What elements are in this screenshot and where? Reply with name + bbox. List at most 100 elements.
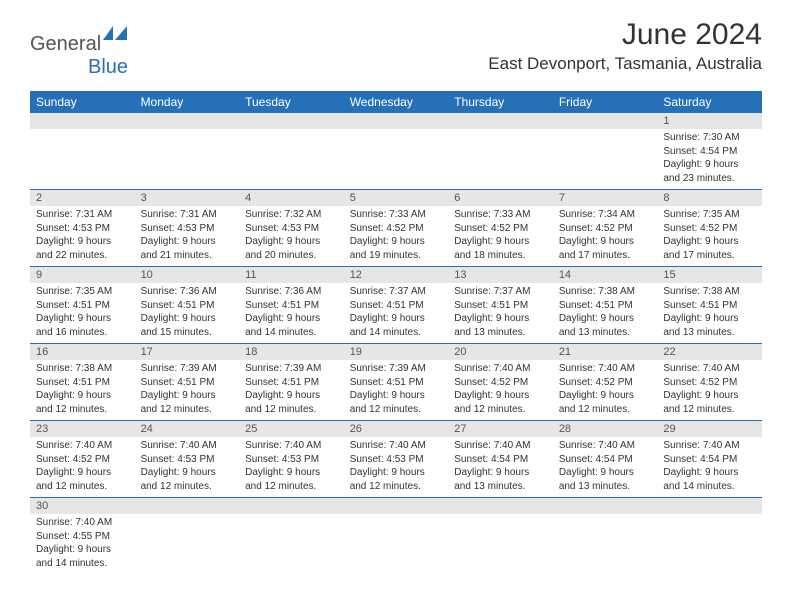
calendar: SundayMondayTuesdayWednesdayThursdayFrid… [30, 91, 762, 574]
sunset-line: Sunset: 4:54 PM [663, 453, 756, 467]
day-cell: 9Sunrise: 7:35 AMSunset: 4:51 PMDaylight… [30, 267, 135, 344]
day-number: 23 [30, 421, 135, 437]
daylight-line: Daylight: 9 hours and 12 minutes. [141, 466, 234, 493]
sunset-line: Sunset: 4:52 PM [454, 222, 547, 236]
daylight-line: Daylight: 9 hours and 13 minutes. [454, 312, 547, 339]
sunrise-line: Sunrise: 7:40 AM [559, 439, 652, 453]
sunrise-line: Sunrise: 7:33 AM [454, 208, 547, 222]
day-number: 27 [448, 421, 553, 437]
sunset-line: Sunset: 4:53 PM [141, 453, 234, 467]
sunset-line: Sunset: 4:53 PM [36, 222, 129, 236]
daynum-bar [30, 113, 135, 129]
daynum-bar [135, 498, 240, 514]
day-header: Sunday [30, 91, 135, 113]
day-cell: 11Sunrise: 7:36 AMSunset: 4:51 PMDayligh… [239, 267, 344, 344]
calendar-row: 30Sunrise: 7:40 AMSunset: 4:55 PMDayligh… [30, 498, 762, 575]
sunset-line: Sunset: 4:51 PM [141, 299, 234, 313]
daylight-line: Daylight: 9 hours and 22 minutes. [36, 235, 129, 262]
empty-cell [448, 498, 553, 575]
header: General Blue June 2024 East Devonport, T… [30, 18, 762, 79]
daylight-line: Daylight: 9 hours and 21 minutes. [141, 235, 234, 262]
sunrise-line: Sunrise: 7:40 AM [454, 439, 547, 453]
day-cell: 15Sunrise: 7:38 AMSunset: 4:51 PMDayligh… [657, 267, 762, 344]
day-number: 9 [30, 267, 135, 283]
day-cell: 16Sunrise: 7:38 AMSunset: 4:51 PMDayligh… [30, 344, 135, 421]
daylight-line: Daylight: 9 hours and 12 minutes. [36, 466, 129, 493]
day-cell: 18Sunrise: 7:39 AMSunset: 4:51 PMDayligh… [239, 344, 344, 421]
sunrise-line: Sunrise: 7:31 AM [36, 208, 129, 222]
day-number: 15 [657, 267, 762, 283]
day-content: Sunrise: 7:40 AMSunset: 4:52 PMDaylight:… [448, 360, 553, 420]
day-content: Sunrise: 7:40 AMSunset: 4:53 PMDaylight:… [135, 437, 240, 497]
empty-cell [30, 113, 135, 190]
sunrise-line: Sunrise: 7:30 AM [663, 131, 756, 145]
daynum-bar [553, 498, 658, 514]
sunset-line: Sunset: 4:51 PM [350, 376, 443, 390]
sunrise-line: Sunrise: 7:39 AM [141, 362, 234, 376]
day-number: 4 [239, 190, 344, 206]
day-cell: 19Sunrise: 7:39 AMSunset: 4:51 PMDayligh… [344, 344, 449, 421]
day-cell: 3Sunrise: 7:31 AMSunset: 4:53 PMDaylight… [135, 190, 240, 267]
day-number: 17 [135, 344, 240, 360]
daylight-line: Daylight: 9 hours and 18 minutes. [454, 235, 547, 262]
day-content: Sunrise: 7:35 AMSunset: 4:51 PMDaylight:… [30, 283, 135, 343]
sunset-line: Sunset: 4:51 PM [559, 299, 652, 313]
day-content: Sunrise: 7:30 AMSunset: 4:54 PMDaylight:… [657, 129, 762, 189]
empty-cell [135, 498, 240, 575]
sunset-line: Sunset: 4:51 PM [245, 299, 338, 313]
sunset-line: Sunset: 4:55 PM [36, 530, 129, 544]
sunset-line: Sunset: 4:51 PM [454, 299, 547, 313]
daylight-line: Daylight: 9 hours and 14 minutes. [36, 543, 129, 570]
day-number: 16 [30, 344, 135, 360]
empty-cell [344, 113, 449, 190]
day-number: 6 [448, 190, 553, 206]
day-cell: 20Sunrise: 7:40 AMSunset: 4:52 PMDayligh… [448, 344, 553, 421]
daynum-bar [239, 498, 344, 514]
day-content: Sunrise: 7:40 AMSunset: 4:52 PMDaylight:… [553, 360, 658, 420]
daylight-line: Daylight: 9 hours and 13 minutes. [663, 312, 756, 339]
day-number: 11 [239, 267, 344, 283]
day-cell: 17Sunrise: 7:39 AMSunset: 4:51 PMDayligh… [135, 344, 240, 421]
day-number: 8 [657, 190, 762, 206]
day-number: 13 [448, 267, 553, 283]
daylight-line: Daylight: 9 hours and 20 minutes. [245, 235, 338, 262]
sunrise-line: Sunrise: 7:33 AM [350, 208, 443, 222]
sunset-line: Sunset: 4:52 PM [559, 222, 652, 236]
location: East Devonport, Tasmania, Australia [488, 54, 762, 74]
day-content: Sunrise: 7:40 AMSunset: 4:53 PMDaylight:… [344, 437, 449, 497]
day-cell: 22Sunrise: 7:40 AMSunset: 4:52 PMDayligh… [657, 344, 762, 421]
daynum-bar [344, 498, 449, 514]
sunrise-line: Sunrise: 7:37 AM [350, 285, 443, 299]
day-content: Sunrise: 7:32 AMSunset: 4:53 PMDaylight:… [239, 206, 344, 266]
sunrise-line: Sunrise: 7:38 AM [36, 362, 129, 376]
day-cell: 5Sunrise: 7:33 AMSunset: 4:52 PMDaylight… [344, 190, 449, 267]
empty-cell [553, 113, 658, 190]
day-cell: 12Sunrise: 7:37 AMSunset: 4:51 PMDayligh… [344, 267, 449, 344]
sunrise-line: Sunrise: 7:37 AM [454, 285, 547, 299]
sunrise-line: Sunrise: 7:40 AM [663, 362, 756, 376]
day-number: 22 [657, 344, 762, 360]
day-content: Sunrise: 7:33 AMSunset: 4:52 PMDaylight:… [448, 206, 553, 266]
sunrise-line: Sunrise: 7:40 AM [454, 362, 547, 376]
day-cell: 23Sunrise: 7:40 AMSunset: 4:52 PMDayligh… [30, 421, 135, 498]
day-header: Saturday [657, 91, 762, 113]
day-cell: 28Sunrise: 7:40 AMSunset: 4:54 PMDayligh… [553, 421, 658, 498]
day-number: 12 [344, 267, 449, 283]
sunset-line: Sunset: 4:52 PM [663, 376, 756, 390]
sunset-line: Sunset: 4:51 PM [141, 376, 234, 390]
day-cell: 25Sunrise: 7:40 AMSunset: 4:53 PMDayligh… [239, 421, 344, 498]
empty-cell [239, 498, 344, 575]
sunset-line: Sunset: 4:52 PM [663, 222, 756, 236]
day-content: Sunrise: 7:40 AMSunset: 4:53 PMDaylight:… [239, 437, 344, 497]
daynum-bar [448, 498, 553, 514]
sunrise-line: Sunrise: 7:32 AM [245, 208, 338, 222]
calendar-row: 16Sunrise: 7:38 AMSunset: 4:51 PMDayligh… [30, 344, 762, 421]
day-number: 26 [344, 421, 449, 437]
empty-cell [657, 498, 762, 575]
daylight-line: Daylight: 9 hours and 14 minutes. [245, 312, 338, 339]
sunrise-line: Sunrise: 7:40 AM [245, 439, 338, 453]
day-content: Sunrise: 7:37 AMSunset: 4:51 PMDaylight:… [448, 283, 553, 343]
logo-text: General Blue [30, 26, 128, 79]
logo-text-blue: Blue [88, 56, 128, 78]
day-number: 1 [657, 113, 762, 129]
